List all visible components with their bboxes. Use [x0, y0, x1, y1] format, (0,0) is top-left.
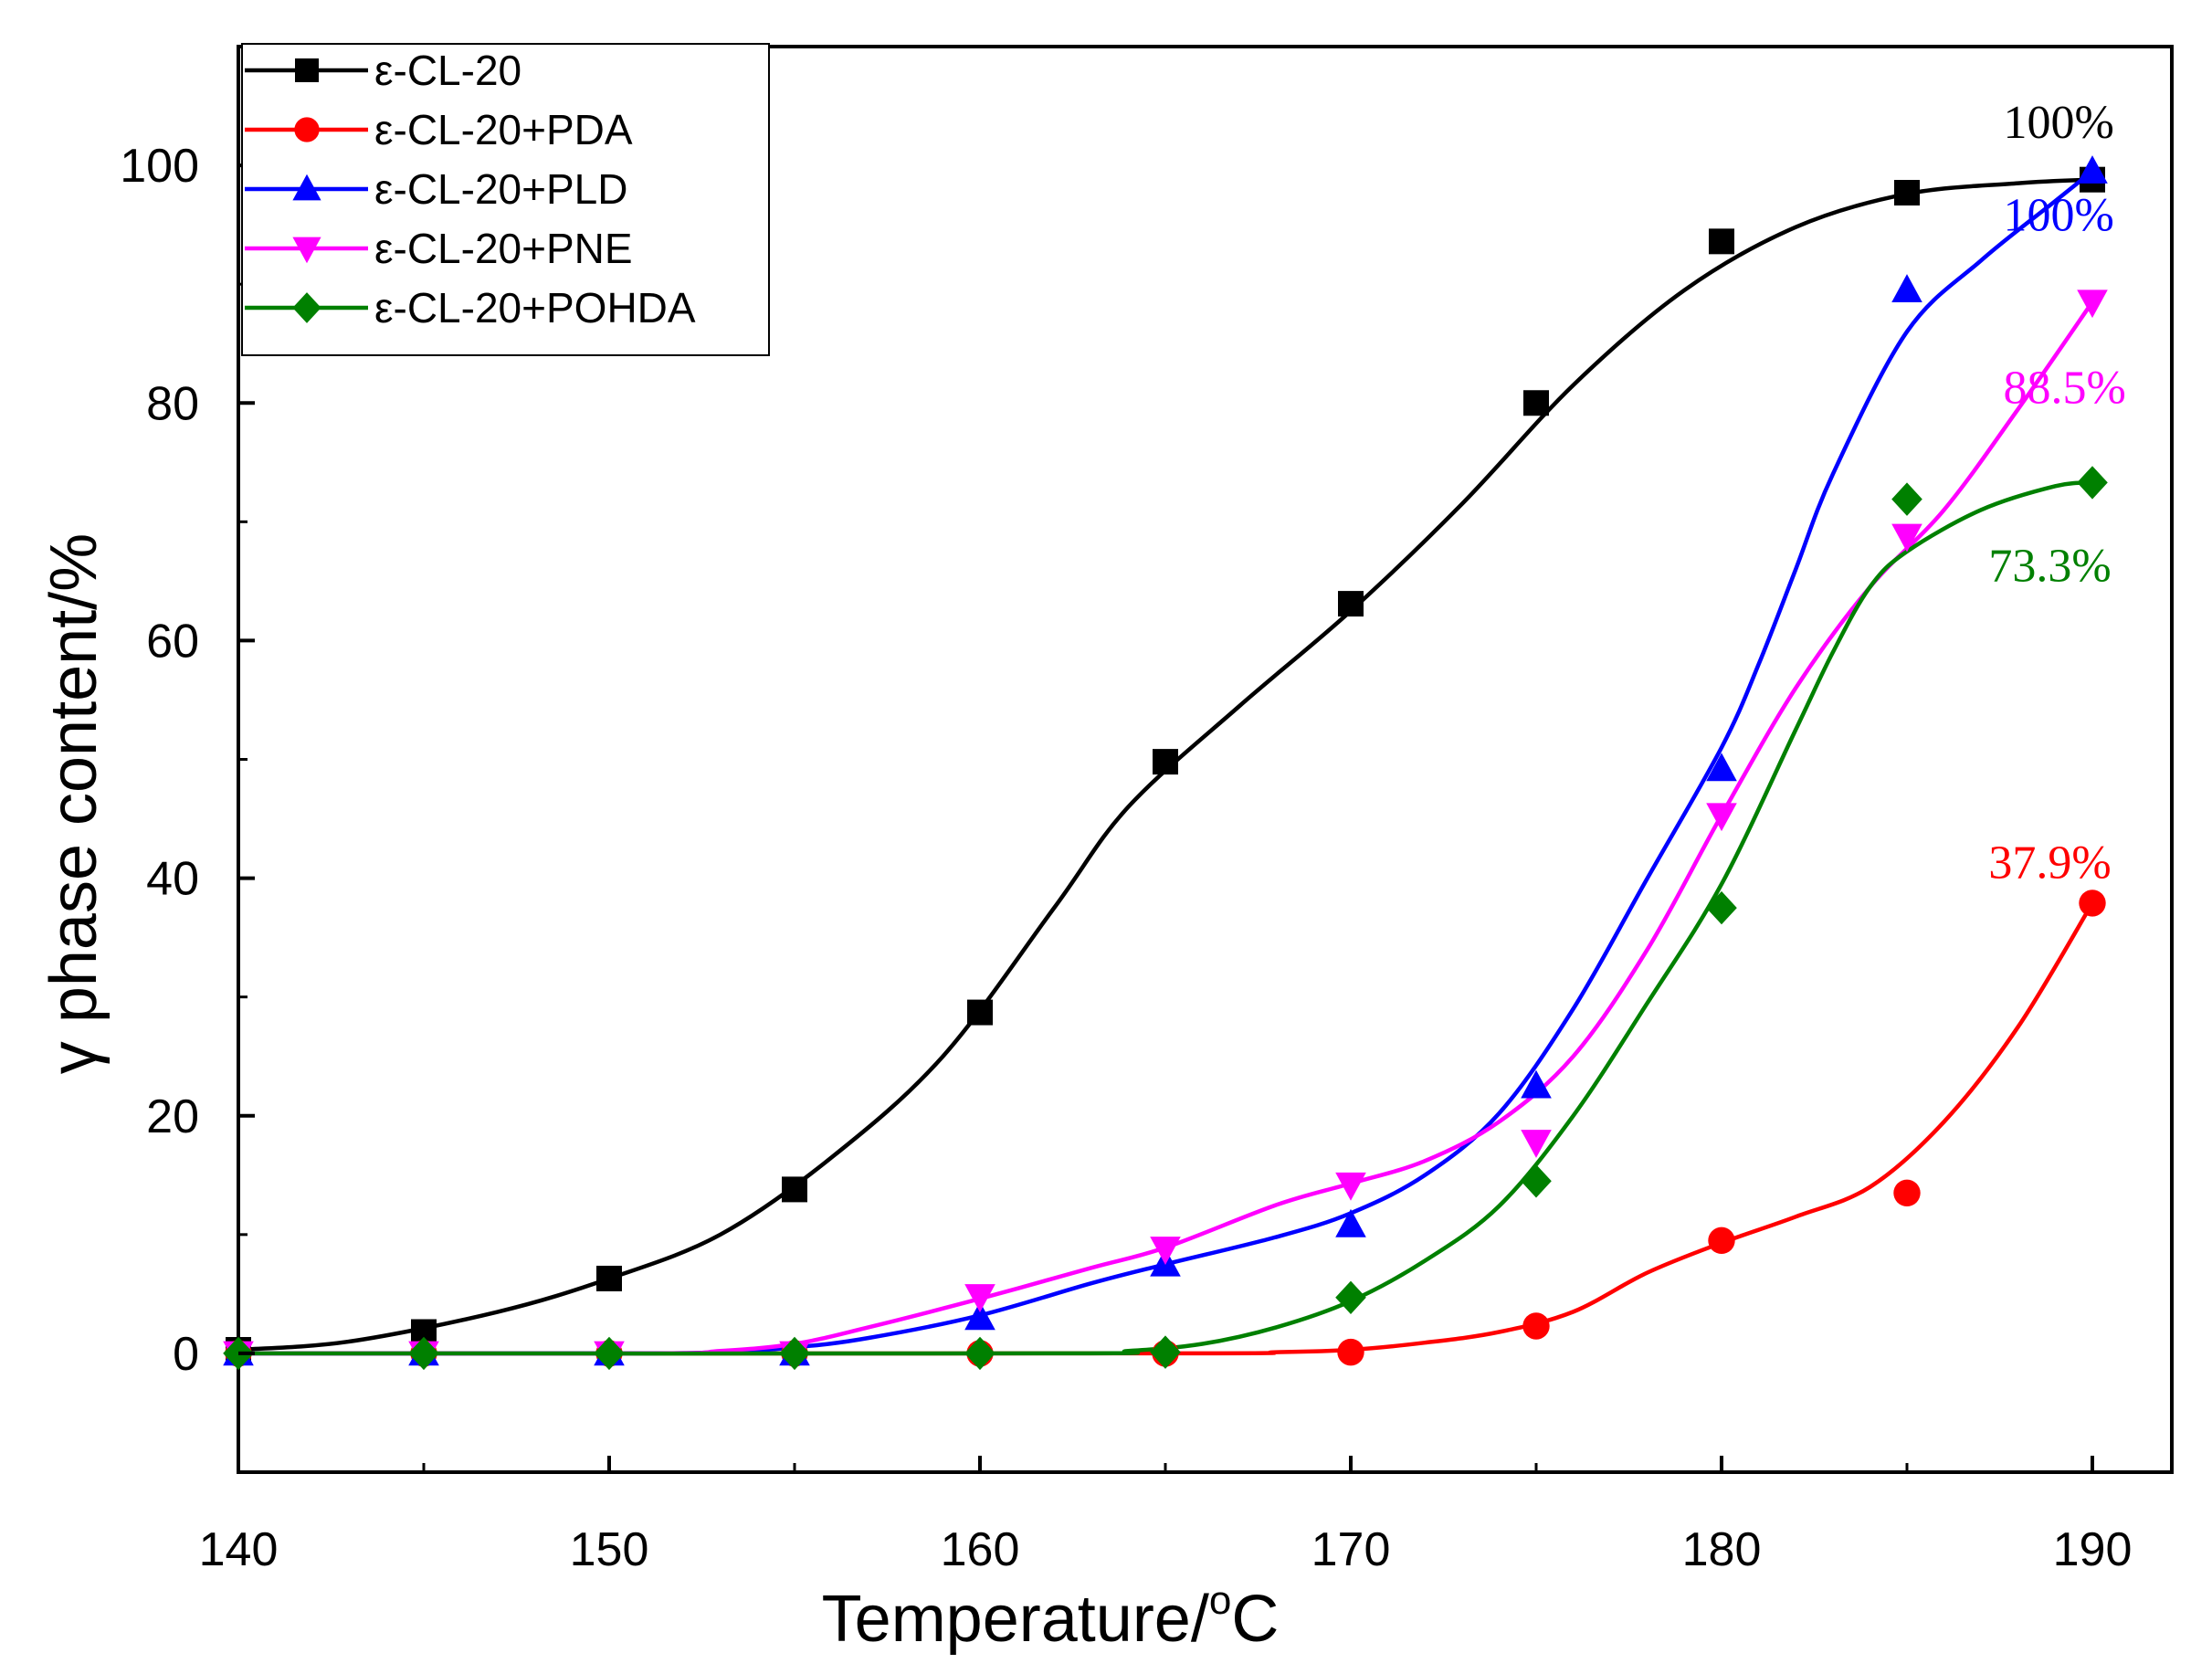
y-tick-label: 20: [146, 1090, 199, 1143]
data-point: [2077, 155, 2108, 184]
legend-label: ε-CL-20+PLD: [374, 165, 627, 213]
data-point: [1894, 180, 1920, 206]
data-point: [1891, 523, 1922, 553]
data-point: [964, 1336, 995, 1371]
legend-label: ε-CL-20+PDA: [374, 106, 633, 153]
legend-marker: [294, 117, 320, 142]
x-tick-label: 150: [570, 1523, 649, 1576]
series-curves: [237, 169, 2094, 1356]
legend-marker: [292, 237, 321, 264]
data-point: [1891, 274, 1922, 302]
series-markers: [223, 155, 2108, 1371]
data-point: [1523, 390, 1549, 416]
data-point: [1521, 1130, 1552, 1158]
data-point: [408, 1336, 439, 1371]
x-tick-label: 160: [941, 1523, 1020, 1576]
x-tick-label: 140: [199, 1523, 279, 1576]
data-point: [1153, 749, 1178, 775]
legend-marker: [292, 292, 321, 323]
legend-box: [241, 43, 770, 356]
legend-label: ε-CL-20: [374, 47, 521, 94]
x-tick-label: 190: [2053, 1523, 2133, 1576]
series-curve: [237, 480, 2093, 1356]
data-point: [964, 1284, 995, 1312]
x-axis-title: Temperature/oC: [822, 1578, 1280, 1656]
data-point: [1150, 1335, 1181, 1369]
data-point: [594, 1336, 625, 1371]
legend-marker: [295, 58, 319, 82]
data-point: [596, 1265, 622, 1291]
series-curve: [237, 901, 2094, 1356]
data-point: [1335, 1172, 1366, 1201]
x-tick-label: 180: [1682, 1523, 1762, 1576]
annotations: 100% 100% 88.5% 73.3% 37.9%: [1988, 97, 2126, 889]
value-annotation: 37.9%: [1988, 837, 2111, 890]
data-point: [782, 1176, 807, 1203]
data-point: [1709, 228, 1734, 255]
data-point: [964, 1301, 995, 1331]
data-point: [2077, 290, 2108, 319]
x-axis-title-text: Temperature/: [822, 1583, 1209, 1656]
legend-label: ε-CL-20+POHDA: [374, 284, 696, 332]
data-point: [2077, 466, 2108, 500]
y-tick-label: 0: [173, 1328, 199, 1381]
axis-ticks: 140 150 160 170 180 190 0 20 40 60 80 100: [120, 45, 2133, 1576]
series-curve: [237, 300, 2094, 1356]
data-point: [779, 1336, 810, 1371]
data-point: [1706, 753, 1737, 782]
legend-marker: [292, 174, 321, 201]
y-axis-title: γ phase content/%: [37, 533, 111, 1074]
y-tick-label: 60: [146, 615, 199, 668]
x-axis-unit-sup: o: [1209, 1578, 1231, 1623]
legend: ε-CL-20 ε-CL-20+PDA ε-CL-20+PLD ε-CL-20+PNE…: [241, 43, 770, 356]
data-point: [967, 999, 993, 1026]
data-point: [1708, 1227, 1735, 1255]
data-point: [1706, 803, 1737, 832]
y-tick-label: 100: [120, 140, 199, 193]
value-annotation: 88.5%: [2004, 362, 2126, 414]
data-point: [1522, 1312, 1550, 1340]
data-point: [2079, 890, 2106, 917]
data-point: [1335, 1280, 1366, 1314]
value-annotation: 73.3%: [1988, 540, 2111, 592]
legend-label: ε-CL-20+PNE: [374, 225, 633, 272]
data-point: [1338, 591, 1364, 617]
y-tick-label: 80: [146, 377, 199, 430]
data-point: [1150, 1237, 1181, 1265]
value-annotation: 100%: [2004, 190, 2114, 242]
data-point: [1335, 1208, 1366, 1237]
value-annotation: 100%: [2004, 97, 2114, 149]
data-point: [1706, 890, 1737, 925]
x-tick-label: 170: [1311, 1523, 1391, 1576]
data-point: [1521, 1069, 1552, 1099]
data-point: [1893, 1179, 1921, 1207]
x-axis-unit: C: [1231, 1583, 1279, 1656]
y-tick-label: 40: [146, 853, 199, 906]
data-point: [1337, 1338, 1364, 1366]
data-point: [1891, 482, 1922, 516]
data-point: [1521, 1164, 1552, 1198]
